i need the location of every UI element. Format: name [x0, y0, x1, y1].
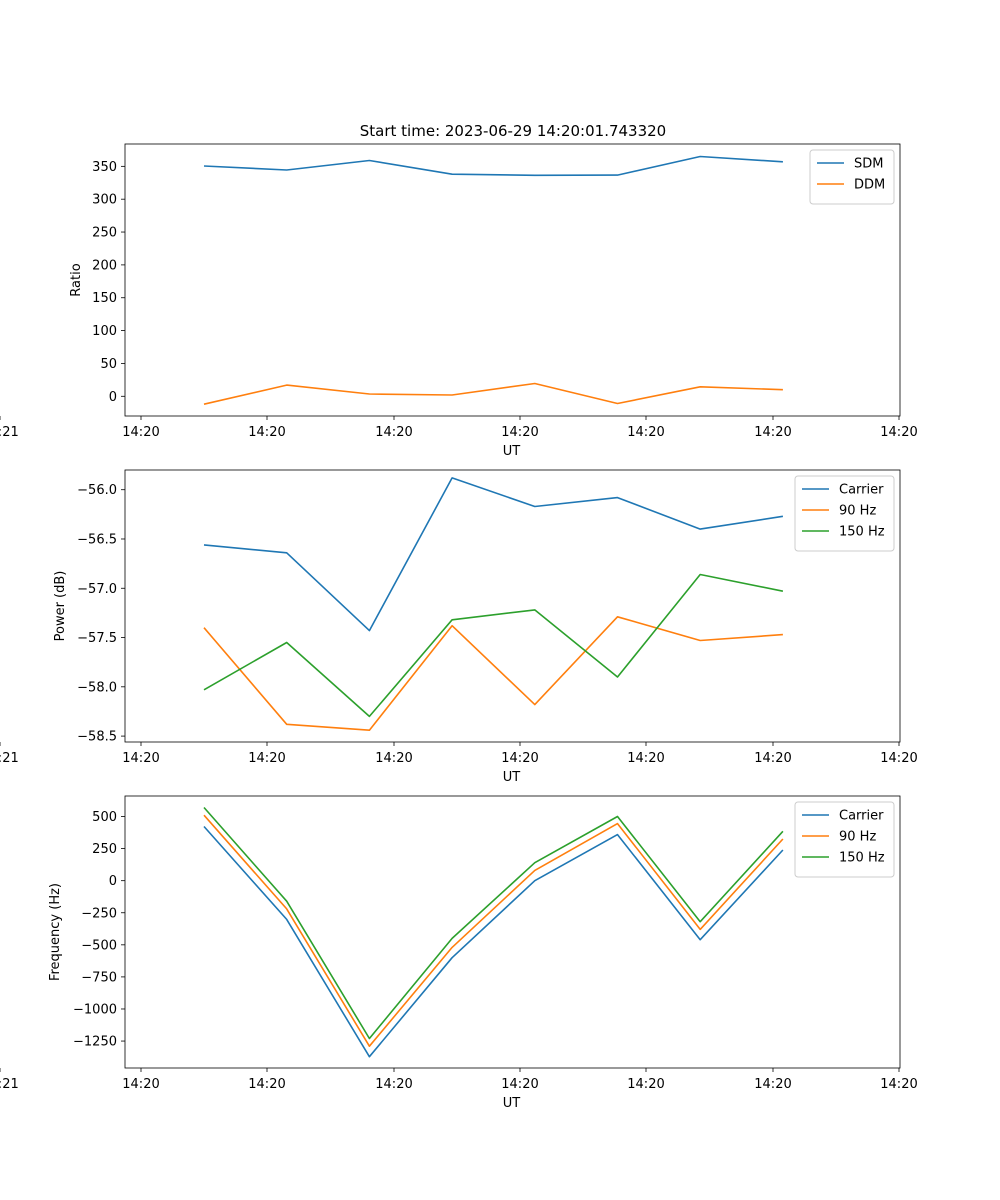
y-tick-label: 0	[109, 390, 117, 405]
x-tick-label: 14:20	[754, 1077, 791, 1092]
legend: SDM DDM	[809, 149, 895, 205]
series-line-carrier	[203, 825, 784, 1058]
x-tick-label: 14:21	[0, 1077, 19, 1092]
x-tick-label: 14:20	[122, 751, 159, 766]
series-line-150-hz	[203, 806, 784, 1040]
y-tick-label: −1250	[73, 1035, 117, 1050]
y-tick-label: −500	[81, 938, 117, 953]
y-tick-label: 150	[92, 291, 117, 306]
y-axis-label: Power (dB)	[53, 571, 68, 642]
legend-box	[794, 801, 895, 878]
y-tick-label: 350	[92, 160, 117, 175]
axes-frame	[124, 143, 901, 417]
y-tick-label: 0	[109, 874, 117, 889]
x-axis-label: UT	[503, 1096, 521, 1111]
series-line-90-hz	[203, 615, 783, 732]
y-tick-label: −58.5	[77, 730, 117, 745]
series-line-150-hz	[203, 573, 784, 718]
y-tick-label: 300	[92, 193, 117, 208]
x-tick-label: 14:20	[375, 425, 412, 440]
x-tick-label: 14:20	[627, 751, 664, 766]
legend-label: DDM	[854, 178, 885, 193]
x-tick-label: 14:20	[122, 1077, 159, 1092]
subplots: 0 50 100 150 200 250 300 350 14:20 14:20 14:20 14:2…	[0, 143, 918, 1111]
subplot-2: −58.5 −58.0 −57.5 −57.0 −56.5 −56.0 14:20 14:20…	[0, 469, 918, 785]
series-line-ddm	[203, 382, 783, 405]
x-tick-label: 14:20	[880, 1077, 917, 1092]
y-tick-label: 250	[92, 226, 117, 241]
x-tick-label: 14:20	[248, 1077, 285, 1092]
series-line-90-hz	[203, 814, 784, 1047]
legend-label: 90 Hz	[839, 830, 876, 845]
y-tick-label: −750	[81, 970, 117, 985]
x-tick-label: 14:21	[0, 751, 19, 766]
y-tick-label: −1000	[73, 1002, 117, 1017]
legend-label: Carrier	[839, 483, 884, 498]
subplot-3: −1250 −1000 −750 −500 −250 0 250 500 14:20 14:20 1…	[0, 795, 918, 1111]
x-axis-label: UT	[503, 770, 521, 785]
x-tick-label: 14:20	[754, 425, 791, 440]
subplot-1: 0 50 100 150 200 250 300 350 14:20 14:20 14:20 14:2…	[0, 143, 918, 459]
y-tick-label: −56.5	[77, 532, 117, 547]
y-tick-label: 500	[92, 810, 117, 825]
y-tick-label: −57.5	[77, 631, 117, 646]
y-tick-label: 100	[92, 324, 117, 339]
x-tick-label: 14:20	[501, 1077, 538, 1092]
y-tick-label: 200	[92, 258, 117, 273]
x-tick-label: 14:20	[880, 751, 917, 766]
y-tick-label: −58.0	[77, 680, 117, 695]
legend-label: 150 Hz	[839, 525, 885, 540]
legend-label: Carrier	[839, 809, 884, 824]
x-tick-label: 14:20	[501, 425, 538, 440]
y-tick-label: −250	[81, 906, 117, 921]
x-tick-label: 14:20	[248, 425, 285, 440]
series-line-carrier	[203, 477, 784, 632]
x-tick-label: 14:20	[627, 1077, 664, 1092]
legend: Carrier 90 Hz 150 Hz	[794, 475, 895, 552]
x-tick-label: 14:21	[0, 425, 19, 440]
figure-title: Start time: 2023-06-29 14:20:01.743320	[360, 122, 666, 140]
legend-box	[794, 475, 895, 552]
legend-label: SDM	[854, 157, 883, 172]
axes-frame	[124, 795, 901, 1069]
legend-label: 150 Hz	[839, 851, 885, 866]
y-tick-label: −56.0	[77, 483, 117, 498]
y-tick-label: −57.0	[77, 582, 117, 597]
x-tick-label: 14:20	[880, 425, 917, 440]
x-tick-label: 14:20	[501, 751, 538, 766]
legend-label: 90 Hz	[839, 504, 876, 519]
x-tick-label: 14:20	[375, 751, 412, 766]
x-axis-label: UT	[503, 444, 521, 459]
series-line-sdm	[203, 155, 783, 177]
x-tick-label: 14:20	[122, 425, 159, 440]
legend: Carrier 90 Hz 150 Hz	[794, 801, 895, 878]
x-tick-label: 14:20	[375, 1077, 412, 1092]
axes-frame	[124, 469, 901, 743]
y-axis-label: Ratio	[69, 263, 84, 296]
y-tick-label: 50	[100, 357, 117, 372]
x-tick-label: 14:20	[627, 425, 664, 440]
x-tick-label: 14:20	[248, 751, 285, 766]
x-tick-label: 14:20	[754, 751, 791, 766]
y-axis-label: Frequency (Hz)	[48, 883, 63, 981]
y-tick-label: 250	[92, 842, 117, 857]
